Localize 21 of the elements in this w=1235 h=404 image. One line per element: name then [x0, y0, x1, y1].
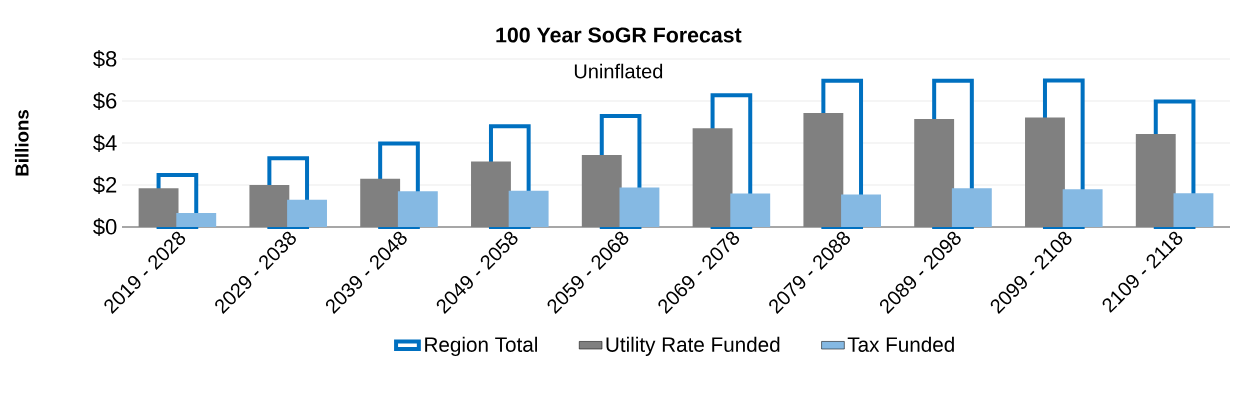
bar	[287, 199, 327, 227]
y-tick-label: $8	[93, 50, 117, 68]
y-tick-label: $2	[93, 176, 117, 194]
y-axis-title: Billions	[14, 110, 29, 176]
bar	[841, 194, 881, 227]
chart-title: 100 Year SoGR Forecast	[496, 27, 742, 43]
bar	[1173, 193, 1214, 227]
bar	[176, 212, 217, 227]
bar	[1062, 189, 1103, 227]
bar	[508, 190, 549, 227]
bar	[397, 191, 438, 227]
legend-label: Utility Rate Funded	[606, 336, 780, 357]
bar	[619, 187, 660, 227]
bar	[951, 188, 992, 227]
y-tick-label: $0	[93, 218, 117, 236]
legend-label: Region Total	[425, 336, 537, 357]
chart-subtitle: Uninflated	[574, 63, 663, 79]
y-tick-label: $6	[93, 92, 117, 110]
legend-label: Tax Funded	[847, 336, 954, 352]
bar	[730, 193, 771, 227]
y-tick-label: $4	[93, 134, 117, 152]
